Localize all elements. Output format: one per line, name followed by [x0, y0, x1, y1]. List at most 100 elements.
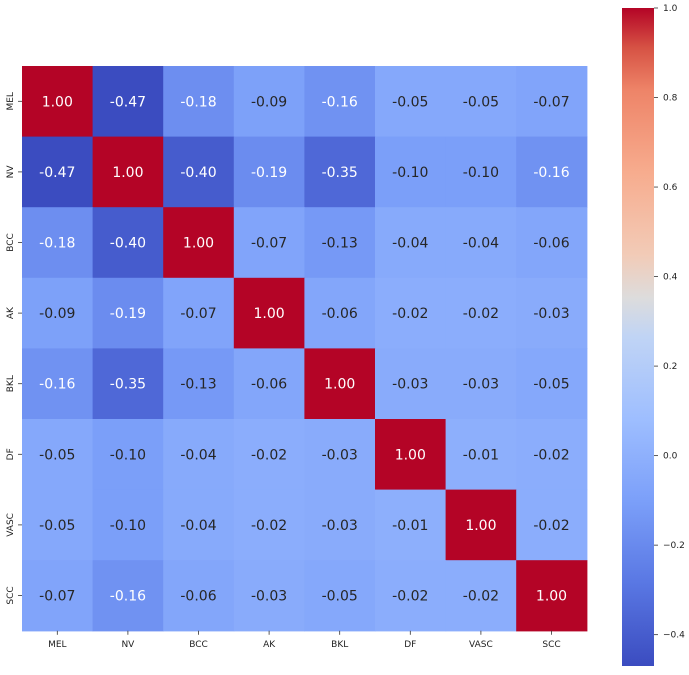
y-tick-label-mel: MEL	[6, 92, 16, 110]
heatmap-cell-mel-ak	[233, 66, 305, 138]
heatmap-cell-bcc-ak	[233, 207, 305, 279]
x-tick-label-mel: MEL	[48, 640, 66, 650]
heatmap-cell-scc-scc	[516, 560, 588, 632]
y-tick-label-ak: AK	[6, 306, 16, 319]
cell-value-label: -0.05	[392, 94, 428, 110]
heatmap-cell-nv-scc	[516, 136, 588, 208]
x-tick-label-bcc: BCC	[189, 640, 208, 650]
heatmap-cell-df-vasc	[445, 419, 517, 491]
cell-value-label: -0.03	[251, 589, 287, 605]
cell-value-label: -0.19	[110, 306, 146, 322]
heatmap-cell-ak-df	[375, 277, 447, 349]
heatmap-cell-scc-mel	[22, 560, 94, 632]
cell-value-label: -0.03	[463, 377, 499, 393]
cell-value-label: -0.04	[180, 518, 216, 534]
cell-value-label: -0.04	[392, 236, 428, 252]
cell-value-label: -0.09	[39, 306, 75, 322]
cell-value-label: -0.07	[251, 236, 287, 252]
cell-value-label: -0.05	[39, 518, 75, 534]
cell-value-label: -0.10	[463, 165, 499, 181]
cell-value-label: 1.00	[465, 518, 496, 534]
heatmap-cell-mel-vasc	[445, 66, 517, 138]
cell-value-label: 1.00	[254, 306, 285, 322]
colorbar-tick-label: 0.0	[663, 452, 678, 462]
x-tick-label-df: DF	[404, 640, 416, 650]
heatmap-cell-bcc-vasc	[445, 207, 517, 279]
cell-value-label: 1.00	[395, 447, 426, 463]
cell-value-label: -0.05	[322, 589, 358, 605]
heatmap-cell-vasc-bcc	[163, 489, 235, 561]
cell-value-label: -0.10	[110, 518, 146, 534]
heatmap-cell-vasc-df	[375, 489, 447, 561]
cell-value-label: -0.05	[39, 447, 75, 463]
cell-value-label: -0.10	[392, 165, 428, 181]
cell-value-label: -0.19	[251, 165, 287, 181]
heatmap-cell-bkl-bkl	[304, 348, 376, 420]
x-axis-ticks: MEL NV BCC AK BKL DF VASC SCC	[48, 630, 561, 650]
cell-value-label: -0.03	[533, 306, 569, 322]
cell-value-label: -0.05	[533, 377, 569, 393]
heatmap-cell-bkl-vasc	[445, 348, 517, 420]
y-tick-label-df: DF	[6, 448, 16, 460]
heatmap-cells	[22, 66, 588, 632]
cell-value-label: -0.04	[180, 447, 216, 463]
cell-value-label: 1.00	[536, 589, 567, 605]
heatmap-cell-vasc-scc	[516, 489, 588, 561]
heatmap-cell-bcc-df	[375, 207, 447, 279]
heatmap-cell-bkl-scc	[516, 348, 588, 420]
cell-value-label: -0.05	[463, 94, 499, 110]
heatmap-cell-ak-mel	[22, 277, 94, 349]
cell-value-label: -0.07	[180, 306, 216, 322]
heatmap-cell-mel-df	[375, 66, 447, 138]
cell-value-label: -0.03	[322, 447, 358, 463]
cell-value-label: -0.16	[39, 377, 75, 393]
cell-value-label: -0.06	[322, 306, 358, 322]
y-tick-label-vasc: VASC	[6, 513, 16, 537]
cell-value-label: -0.16	[322, 94, 358, 110]
cell-value-label: -0.09	[251, 94, 287, 110]
heatmap-cell-mel-nv	[92, 66, 164, 138]
heatmap-cell-nv-vasc	[445, 136, 517, 208]
heatmap-cell-bcc-bkl	[304, 207, 376, 279]
x-tick-label-bkl: BKL	[331, 640, 348, 650]
cell-value-label: -0.03	[322, 518, 358, 534]
heatmap-cell-df-mel	[22, 419, 94, 491]
heatmap-cell-vasc-mel	[22, 489, 94, 561]
heatmap-cell-df-ak	[233, 419, 305, 491]
colorbar-tick-label: 1.0	[663, 4, 678, 14]
cell-value-label: -0.13	[322, 236, 358, 252]
heatmap-annotations: 1.00 -0.47 -0.18 -0.09 -0.16 -0.05 -0.05 -0.07 -…	[39, 94, 570, 604]
colorbar-tick-label: 0.8	[663, 94, 678, 104]
heatmap-cell-mel-scc	[516, 66, 588, 138]
heatmap-cell-scc-ak	[233, 560, 305, 632]
cell-value-label: 1.00	[42, 94, 73, 110]
heatmap-cell-df-df	[375, 419, 447, 491]
heatmap-cell-bcc-nv	[92, 207, 164, 279]
heatmap-cell-bkl-mel	[22, 348, 94, 420]
cell-value-label: -0.06	[533, 236, 569, 252]
colorbar-tick-label: −0.2	[663, 541, 685, 551]
heatmap-cell-mel-bcc	[163, 66, 235, 138]
x-tick-label-ak: AK	[263, 640, 276, 650]
cell-value-label: -0.47	[110, 94, 146, 110]
heatmap-cell-scc-bcc	[163, 560, 235, 632]
heatmap-cell-df-scc	[516, 419, 588, 491]
y-tick-label-bkl: BKL	[6, 375, 16, 392]
heatmap-cell-bcc-scc	[516, 207, 588, 279]
cell-value-label: -0.40	[110, 236, 146, 252]
heatmap-cell-scc-nv	[92, 560, 164, 632]
heatmap-cell-nv-bkl	[304, 136, 376, 208]
cell-value-label: -0.18	[39, 236, 75, 252]
cell-value-label: -0.04	[463, 236, 499, 252]
cell-value-label: -0.03	[392, 377, 428, 393]
heatmap-cell-ak-bkl	[304, 277, 376, 349]
heatmap-cell-vasc-nv	[92, 489, 164, 561]
x-tick-label-nv: NV	[121, 640, 135, 650]
cell-value-label: -0.07	[533, 94, 569, 110]
heatmap-cell-vasc-vasc	[445, 489, 517, 561]
heatmap-cell-mel-mel	[22, 66, 94, 138]
cell-value-label: -0.01	[392, 518, 428, 534]
colorbar-tick-label: −0.4	[663, 631, 685, 641]
heatmap-cell-nv-df	[375, 136, 447, 208]
